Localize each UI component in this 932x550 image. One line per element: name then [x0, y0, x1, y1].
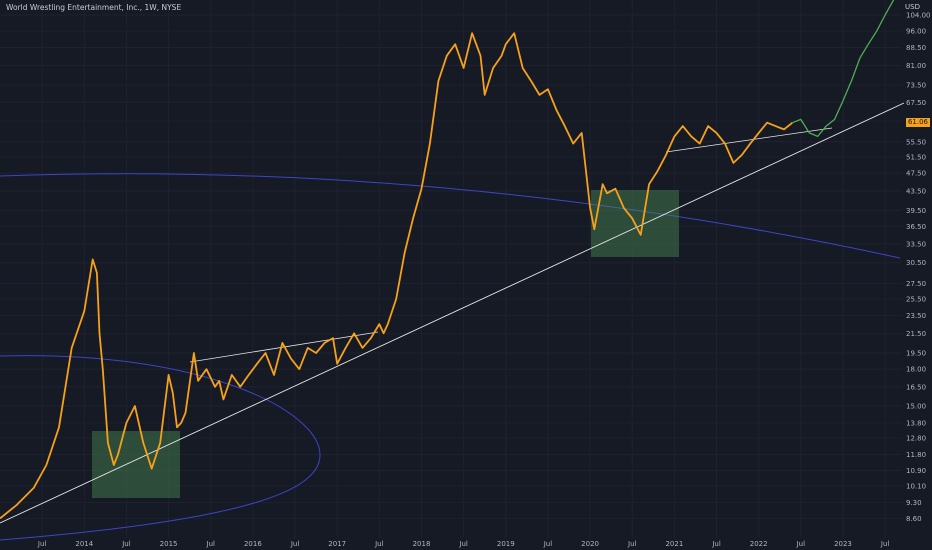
y-tick-label: 15.00	[906, 403, 926, 411]
x-tick-label: 2019	[497, 540, 515, 548]
y-tick-label: 47.50	[906, 170, 926, 178]
y-tick-label: 55.50	[906, 138, 926, 146]
x-tick-label: Jul	[627, 540, 637, 548]
y-tick-label: 39.50	[906, 207, 926, 215]
y-tick-label: 10.10	[906, 482, 926, 490]
x-tick-label: 2022	[750, 540, 768, 548]
y-tick-label: 33.50	[906, 240, 926, 248]
x-tick-label: 2015	[160, 540, 178, 548]
y-tick-label: 19.50	[906, 350, 926, 358]
y-tick-label: 13.80	[906, 419, 926, 427]
y-tick-label: 18.00	[906, 366, 926, 374]
y-tick-label: 8.60	[906, 515, 922, 523]
chart-title: World Wrestling Entertainment, Inc., 1W,…	[6, 3, 182, 12]
x-tick-label: Jul	[121, 540, 131, 548]
x-tick-label: 2014	[75, 540, 93, 548]
y-tick-label: 104.00	[906, 11, 931, 19]
x-tick-label: 2021	[665, 540, 683, 548]
grid-lines	[0, 0, 902, 538]
y-tick-label: 96.00	[906, 28, 926, 36]
x-tick-label: Jul	[206, 540, 216, 548]
x-tick-label: Jul	[374, 540, 384, 548]
last-price-tag: 61.06	[905, 118, 930, 128]
resistance-line-2021	[665, 127, 833, 153]
x-tick-label: 2023	[834, 540, 852, 548]
x-tick-label: Jul	[543, 540, 553, 548]
projection-series-line	[792, 0, 895, 138]
y-tick-label: 43.50	[906, 188, 926, 196]
y-tick-label: 81.00	[906, 62, 926, 70]
x-tick-label: Jul	[711, 540, 721, 548]
x-tick-label: Jul	[880, 540, 890, 548]
y-tick-label: 88.50	[906, 44, 926, 52]
x-tick-label: Jul	[37, 540, 47, 548]
price-series-line	[0, 32, 793, 520]
x-tick-label: 2017	[328, 540, 346, 548]
y-tick-label: 36.50	[906, 223, 926, 231]
y-axis: 104.0096.0088.5081.0073.5067.5061.5055.5…	[906, 11, 931, 522]
x-axis: Jul 2014 Jul 2015 Jul 2016 Jul 2017 Jul 2018 Jul 20…	[37, 540, 889, 548]
x-tick-label: 2018	[413, 540, 431, 548]
y-tick-label: 25.50	[906, 295, 926, 303]
arc-lower	[0, 355, 321, 541]
x-tick-label: 2016	[244, 540, 262, 548]
arc-upper	[0, 173, 901, 259]
y-tick-label: 12.80	[906, 435, 926, 443]
y-tick-label: 73.50	[906, 82, 926, 90]
y-tick-label: 21.50	[906, 330, 926, 338]
series-group	[0, 0, 895, 520]
y-tick-label: 27.50	[906, 280, 926, 288]
x-tick-label: Jul	[796, 540, 806, 548]
y-tick-label: 11.80	[906, 451, 926, 459]
consolidation-box-2014	[92, 431, 180, 498]
y-tick-label: 23.50	[906, 312, 926, 320]
x-tick-label: Jul	[458, 540, 468, 548]
y-tick-label: 51.50	[906, 153, 926, 161]
y-tick-label: 30.50	[906, 259, 926, 267]
y-tick-label: 9.30	[906, 499, 922, 507]
x-tick-label: Jul	[290, 540, 300, 548]
currency-label: USD	[905, 3, 920, 11]
x-tick-label: 2020	[581, 540, 599, 548]
y-tick-label: 16.50	[906, 383, 926, 391]
y-tick-label: 67.50	[906, 99, 926, 107]
main-trendline	[0, 102, 905, 524]
y-tick-label: 10.90	[906, 467, 926, 475]
